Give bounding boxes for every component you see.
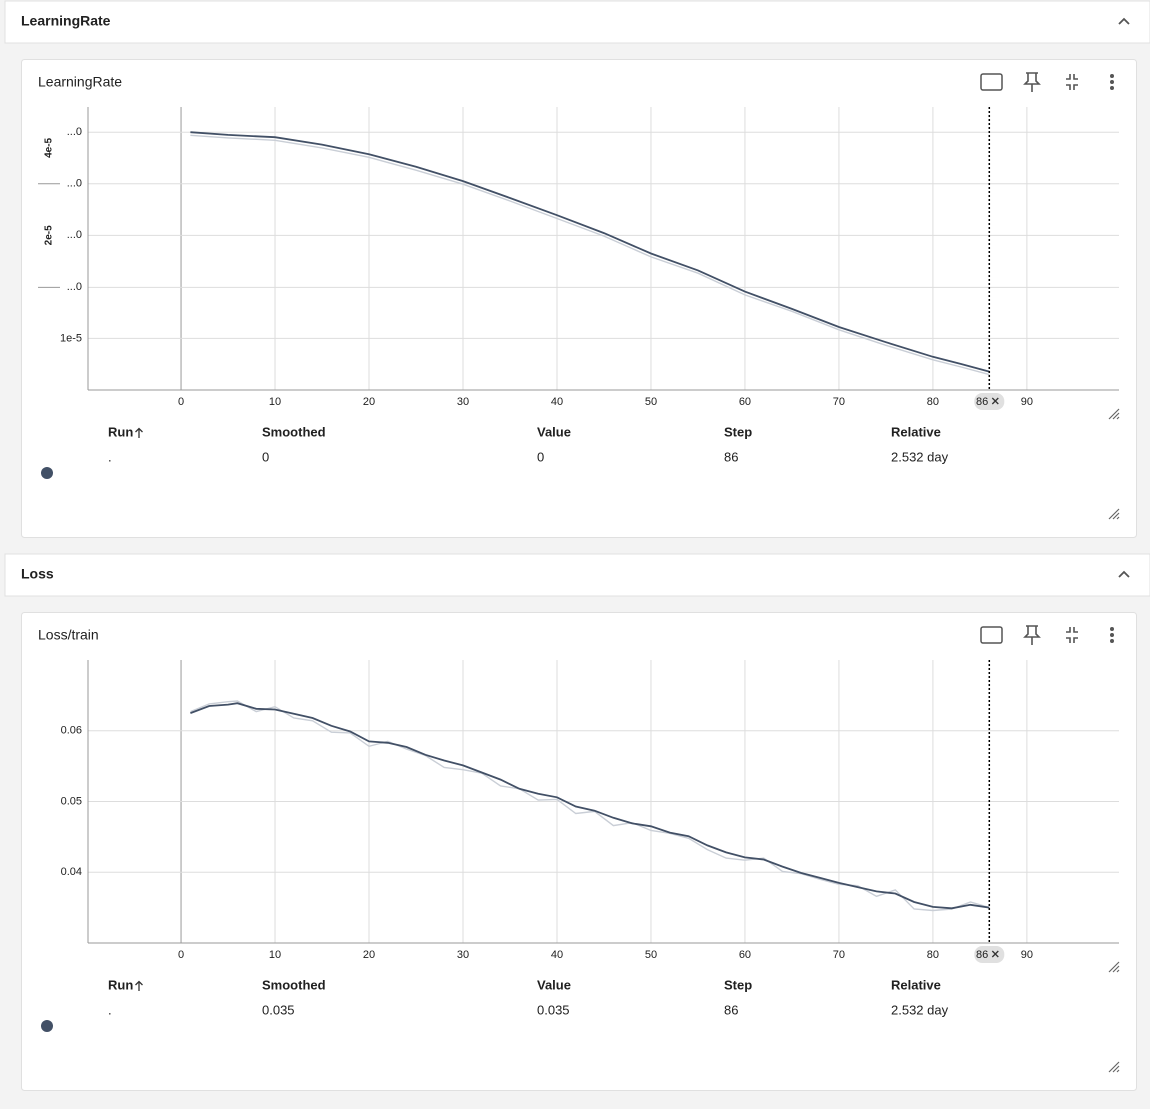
- run-color[interactable]: [41, 467, 53, 479]
- table-header: Smoothed: [262, 424, 326, 439]
- cursor-step: 86: [976, 949, 988, 961]
- line-series: [190, 131, 990, 373]
- menu-button[interactable]: [1110, 86, 1114, 90]
- cursor-close[interactable]: [991, 397, 999, 405]
- table-cell: .: [108, 1002, 112, 1017]
- section-header: [4, 553, 1150, 597]
- table-header: Value: [537, 977, 571, 992]
- x-tick-label: 20: [363, 396, 375, 408]
- line-series: [190, 134, 990, 376]
- section-title: LearningRate: [21, 13, 111, 29]
- x-tick-label: 30: [457, 949, 469, 961]
- x-tick-label: 20: [363, 949, 375, 961]
- x-tick-label: 40: [551, 396, 563, 408]
- chart: 0 10 20 30 40 50 60 70 80 90 ...0 ...0 ...0 ...0 1e-5 4…: [38, 107, 1119, 410]
- y-side-label: 4e-5: [44, 137, 55, 157]
- y-side-label: 2e-5: [44, 225, 55, 245]
- y-tick-label: 0.04: [61, 866, 82, 878]
- line-series: [190, 702, 990, 910]
- sort-icon: [135, 980, 143, 991]
- collapse-chart-button[interactable]: [1066, 74, 1078, 90]
- resize-handle[interactable]: [1108, 1061, 1120, 1073]
- cursor-step: 86: [976, 396, 988, 408]
- x-tick-label: 90: [1021, 396, 1033, 408]
- run-color[interactable]: [41, 1020, 53, 1032]
- card: [21, 612, 1137, 1091]
- collapse-button[interactable]: [1118, 17, 1130, 25]
- x-tick-label: 70: [833, 949, 845, 961]
- table-header: Relative: [891, 424, 941, 439]
- x-tick-label: 0: [178, 949, 184, 961]
- y-tick-label: ...0: [67, 126, 82, 138]
- x-tick-label: 10: [269, 949, 281, 961]
- y-tick-label: 1e-5: [60, 332, 82, 344]
- y-tick-label: ...0: [67, 229, 82, 241]
- line-series: [190, 700, 990, 912]
- card: [21, 59, 1137, 538]
- resize-handle[interactable]: [1108, 961, 1120, 973]
- card-title: Loss/train: [38, 627, 99, 643]
- table-header: Run: [108, 977, 133, 992]
- x-tick-label: 40: [551, 949, 563, 961]
- y-tick-label: 0.05: [61, 795, 82, 807]
- x-tick-label: 80: [927, 949, 939, 961]
- table-cell: 0.035: [262, 1002, 295, 1017]
- x-tick-label: 60: [739, 396, 751, 408]
- x-tick-label: 60: [739, 949, 751, 961]
- resize-handle[interactable]: [1108, 508, 1120, 520]
- menu-button[interactable]: [1110, 74, 1114, 78]
- collapse-button[interactable]: [1118, 570, 1130, 578]
- menu-button[interactable]: [1110, 80, 1114, 84]
- chart: 0 10 20 30 40 50 60 70 80 90 0.04 0.05 0.06 86: [61, 660, 1119, 963]
- menu-button[interactable]: [1110, 627, 1114, 631]
- x-tick-label: 0: [178, 396, 184, 408]
- section-header: [4, 0, 1150, 44]
- menu-button[interactable]: [1110, 633, 1114, 637]
- x-tick-label: 90: [1021, 949, 1033, 961]
- menu-button[interactable]: [1110, 639, 1114, 643]
- resize-handle[interactable]: [1108, 408, 1120, 420]
- x-tick-label: 10: [269, 396, 281, 408]
- table-cell: .: [108, 449, 112, 464]
- sort-icon: [135, 427, 143, 438]
- y-tick-label: ...0: [67, 281, 82, 293]
- fit-button[interactable]: [980, 73, 1003, 91]
- table-cell: 0.035: [537, 1002, 570, 1017]
- card-title: LearningRate: [38, 74, 122, 90]
- table-cell: 2.532 day: [891, 449, 949, 464]
- table-cell: 0: [537, 449, 544, 464]
- pin-button[interactable]: [1023, 72, 1041, 92]
- pin-button[interactable]: [1023, 625, 1041, 645]
- table-cell: 2.532 day: [891, 1002, 949, 1017]
- table-header: Relative: [891, 977, 941, 992]
- section-title: Loss: [21, 566, 54, 582]
- x-tick-label: 30: [457, 396, 469, 408]
- table-cell: 0: [262, 449, 269, 464]
- table-cell: 86: [724, 1002, 738, 1017]
- y-tick-label: 0.06: [61, 725, 82, 737]
- collapse-chart-button[interactable]: [1066, 627, 1078, 643]
- x-tick-label: 50: [645, 396, 657, 408]
- cursor-badge[interactable]: [974, 393, 1005, 410]
- x-tick-label: 50: [645, 949, 657, 961]
- table-header: Run: [108, 424, 133, 439]
- cursor-close[interactable]: [991, 950, 999, 958]
- table-header: Smoothed: [262, 977, 326, 992]
- table-cell: 86: [724, 449, 738, 464]
- x-tick-label: 80: [927, 396, 939, 408]
- y-tick-label: ...0: [67, 178, 82, 190]
- fit-button[interactable]: [980, 626, 1003, 644]
- cursor-badge[interactable]: [974, 946, 1005, 963]
- table-header: Value: [537, 424, 571, 439]
- x-tick-label: 70: [833, 396, 845, 408]
- table-header: Step: [724, 977, 752, 992]
- table-header: Step: [724, 424, 752, 439]
